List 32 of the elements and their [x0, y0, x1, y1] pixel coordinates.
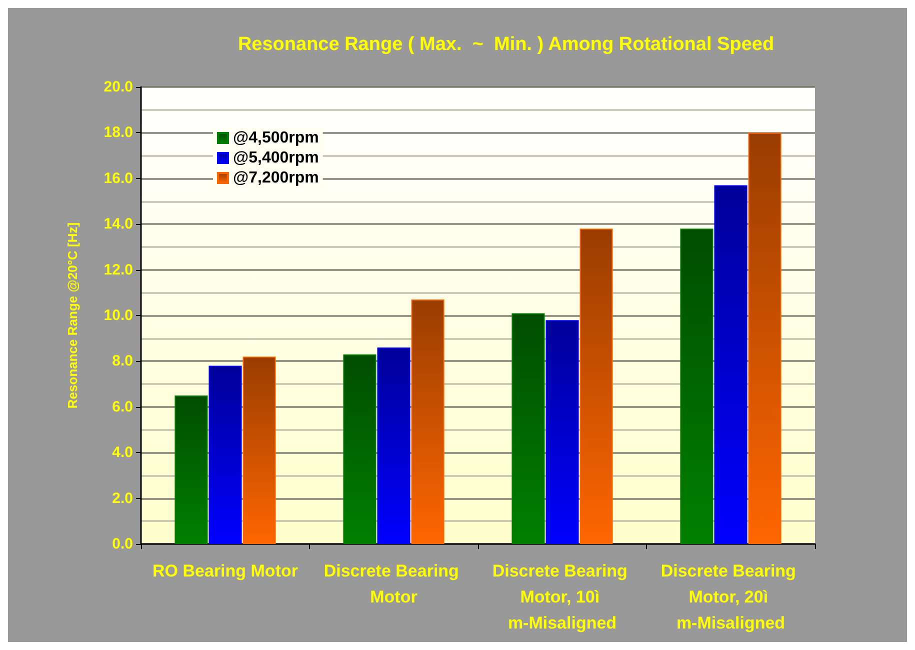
- legend-label: @5,400rpm: [233, 150, 319, 166]
- y-tick-label: 6.0: [112, 398, 133, 416]
- y-tick-label: 2.0: [112, 490, 133, 507]
- x-tick-label: Discrete Bearing Motor, 20ì m-Misaligned: [660, 562, 801, 632]
- bar: [242, 356, 276, 544]
- bar: [512, 313, 545, 544]
- bar: [580, 228, 613, 544]
- bar: [411, 300, 444, 544]
- bar: [714, 185, 748, 544]
- y-tick-label: 12.0: [104, 261, 133, 278]
- legend-label: @4,500rpm: [233, 130, 319, 146]
- bar: [208, 366, 242, 544]
- y-tick-label: 20.0: [104, 78, 133, 96]
- bar: [680, 228, 714, 544]
- y-tick-label: 14.0: [104, 216, 133, 233]
- y-tick-label: 0.0: [112, 536, 133, 552]
- y-axis-title: Resonance Range @20°C [Hz]: [65, 222, 80, 409]
- x-tick-label: Discrete Bearing Motor, 10ì m-Misaligned: [492, 562, 632, 632]
- chart-title: Resonance Range ( Max. ~ Min. ) Among Rotational Speed: [238, 34, 774, 55]
- x-tick-label: RO Bearing Motor: [152, 562, 298, 580]
- y-tick-label: 16.0: [104, 170, 133, 187]
- x-tick-label: Discrete Bearing Motor: [324, 562, 464, 606]
- bar: [546, 320, 579, 544]
- bar: [748, 132, 782, 544]
- bar: [174, 395, 208, 544]
- bar: [377, 347, 410, 544]
- y-tick-label: 8.0: [112, 352, 133, 370]
- y-tick-label: 4.0: [112, 444, 133, 462]
- y-tick-label: 18.0: [104, 124, 133, 142]
- bar: [343, 354, 376, 544]
- legend-label: @7,200rpm: [233, 170, 319, 186]
- y-tick-label: 10.0: [104, 307, 133, 324]
